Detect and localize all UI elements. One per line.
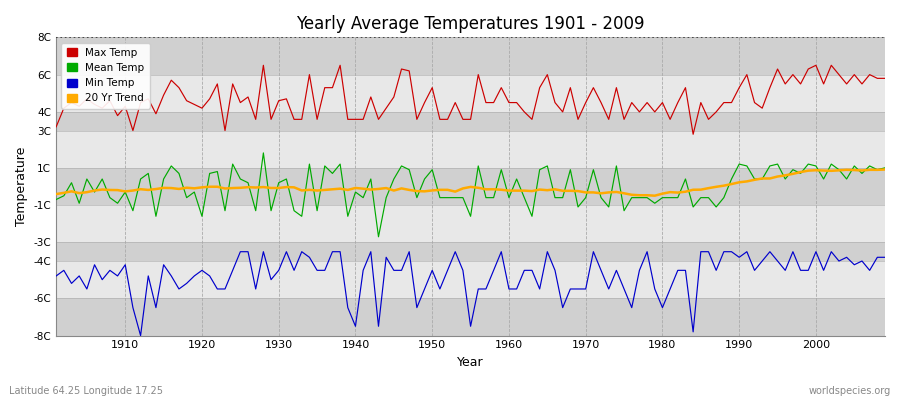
Bar xyxy=(56,112,885,130)
X-axis label: Year: Year xyxy=(457,356,484,369)
Bar xyxy=(56,261,885,298)
Text: Latitude 64.25 Longitude 17.25: Latitude 64.25 Longitude 17.25 xyxy=(9,386,163,396)
Y-axis label: Temperature: Temperature xyxy=(15,147,28,226)
Legend: Max Temp, Mean Temp, Min Temp, 20 Yr Trend: Max Temp, Mean Temp, Min Temp, 20 Yr Tre… xyxy=(61,42,149,108)
Bar xyxy=(56,168,885,205)
Bar xyxy=(56,205,885,242)
Bar xyxy=(56,242,885,261)
Text: worldspecies.org: worldspecies.org xyxy=(809,386,891,396)
Title: Yearly Average Temperatures 1901 - 2009: Yearly Average Temperatures 1901 - 2009 xyxy=(296,15,644,33)
Bar xyxy=(56,298,885,336)
Bar xyxy=(56,130,885,168)
Bar xyxy=(56,75,885,112)
Bar xyxy=(56,37,885,75)
